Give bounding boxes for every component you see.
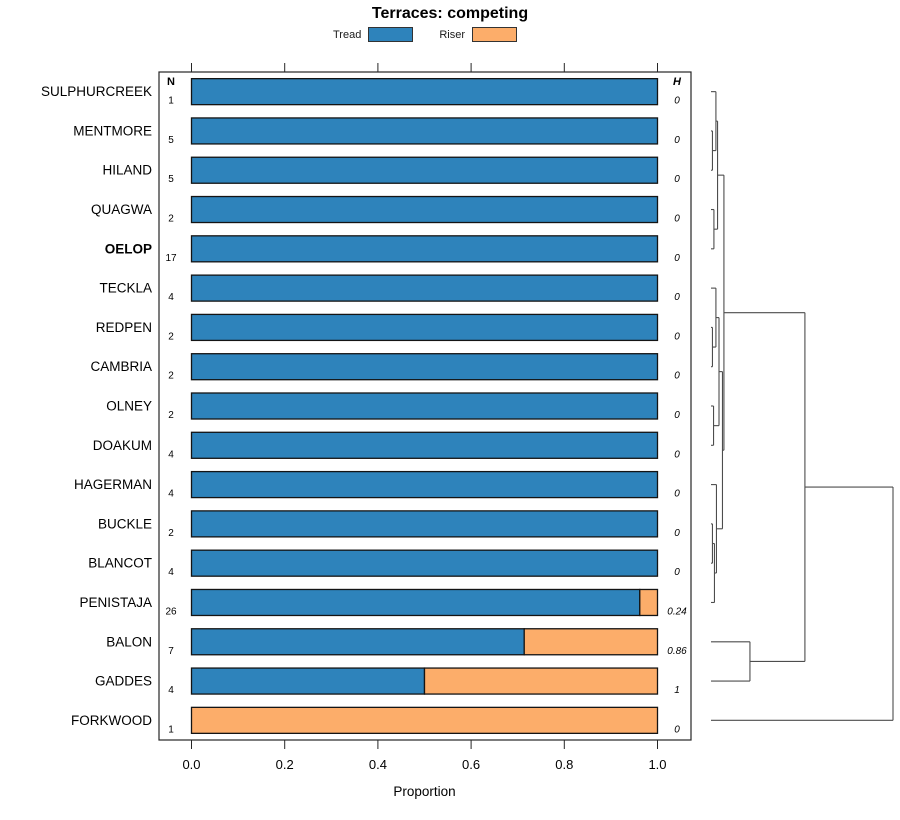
n-value: 26 <box>165 606 177 617</box>
n-column-header: N <box>167 76 175 88</box>
n-value: 1 <box>168 96 174 107</box>
h-value: 0 <box>674 174 680 185</box>
legend-item-riser: Riser <box>439 27 517 42</box>
h-value: 0 <box>674 489 680 500</box>
n-value: 4 <box>168 567 174 578</box>
n-value: 7 <box>168 646 174 657</box>
bar-segment-tread <box>190 77 659 106</box>
site-label: TECKLA <box>99 281 152 296</box>
legend-label-riser: Riser <box>439 28 465 41</box>
n-value: 4 <box>168 449 174 460</box>
n-value: 4 <box>168 489 174 500</box>
h-column-header: H <box>673 76 682 88</box>
x-axis-tick-label: 0.0 <box>182 757 200 772</box>
h-value: 0 <box>674 135 680 146</box>
n-value: 4 <box>168 292 174 303</box>
bar-segment-tread <box>190 156 659 184</box>
n-value: 1 <box>168 724 174 735</box>
bar-segment-riser <box>523 628 659 656</box>
x-axis-tick-label: 0.6 <box>462 757 480 772</box>
site-label: OLNEY <box>106 399 152 414</box>
site-label: QUAGWA <box>91 202 152 217</box>
site-label: OELOP <box>105 241 152 256</box>
h-value: 0 <box>674 292 680 303</box>
bar-segment-tread <box>190 195 659 224</box>
h-value: 0 <box>674 449 680 460</box>
h-value: 0 <box>674 214 680 225</box>
site-label: GADDES <box>95 674 152 689</box>
bar-segment-tread <box>190 274 659 302</box>
site-label: REDPEN <box>96 320 152 335</box>
bar-segment-riser <box>190 706 659 735</box>
site-label: MENTMORE <box>73 123 152 138</box>
bar-segment-tread <box>190 117 659 145</box>
bar-segment-tread <box>190 549 659 577</box>
site-label: HAGERMAN <box>74 477 152 492</box>
n-value: 2 <box>168 410 174 421</box>
x-axis-tick-label: 0.2 <box>276 757 294 772</box>
bar-segment-riser <box>639 588 659 617</box>
n-value: 4 <box>168 685 174 696</box>
n-value: 2 <box>168 371 174 382</box>
h-value: 0 <box>674 253 680 264</box>
site-label: FORKWOOD <box>71 713 152 728</box>
site-label: BLANCOT <box>88 556 152 571</box>
legend-label-tread: Tread <box>333 28 362 41</box>
n-value: 2 <box>168 528 174 539</box>
h-value: 0.86 <box>667 646 687 657</box>
bar-segment-tread <box>190 353 659 381</box>
x-axis-tick-label: 0.8 <box>555 757 573 772</box>
h-value: 0 <box>674 331 680 342</box>
bar-segment-tread <box>190 235 659 263</box>
legend: Tread Riser <box>0 27 850 42</box>
site-label: CAMBRIA <box>90 359 152 374</box>
n-value: 2 <box>168 331 174 342</box>
x-axis-tick-label: 0.4 <box>369 757 387 772</box>
h-value: 0 <box>674 96 680 107</box>
bar-segment-tread <box>190 667 426 695</box>
site-label: SULPHURCREEK <box>41 84 152 99</box>
site-label: PENISTAJA <box>79 595 152 610</box>
h-value: 0 <box>674 371 680 382</box>
chart-title: Terraces: competing <box>371 5 529 22</box>
site-label: HILAND <box>102 163 152 178</box>
site-label: BUCKLE <box>98 516 152 531</box>
legend-swatch-riser <box>472 27 517 42</box>
legend-item-tread: Tread <box>333 27 414 42</box>
n-value: 5 <box>168 135 174 146</box>
h-value: 0.24 <box>667 606 687 617</box>
bar-segment-tread <box>190 588 641 617</box>
bar-segment-tread <box>190 628 525 656</box>
n-value: 5 <box>168 174 174 185</box>
bar-segment-tread <box>190 470 659 499</box>
bar-segment-tread <box>190 431 659 459</box>
h-value: 1 <box>674 685 680 696</box>
x-axis-label: Proportion <box>393 784 455 799</box>
h-value: 0 <box>674 724 680 735</box>
bar-segment-riser <box>423 667 659 695</box>
legend-swatch-tread <box>368 27 414 42</box>
h-value: 0 <box>674 567 680 578</box>
x-axis-tick-label: 1.0 <box>648 757 666 772</box>
bar-segment-tread <box>190 510 659 538</box>
n-value: 17 <box>165 253 177 264</box>
bar-segment-tread <box>190 392 659 420</box>
n-value: 2 <box>168 214 174 225</box>
h-value: 0 <box>674 410 680 421</box>
bar-segment-tread <box>190 313 659 342</box>
site-label: DOAKUM <box>93 438 152 453</box>
site-label: BALON <box>106 634 152 649</box>
h-value: 0 <box>674 528 680 539</box>
